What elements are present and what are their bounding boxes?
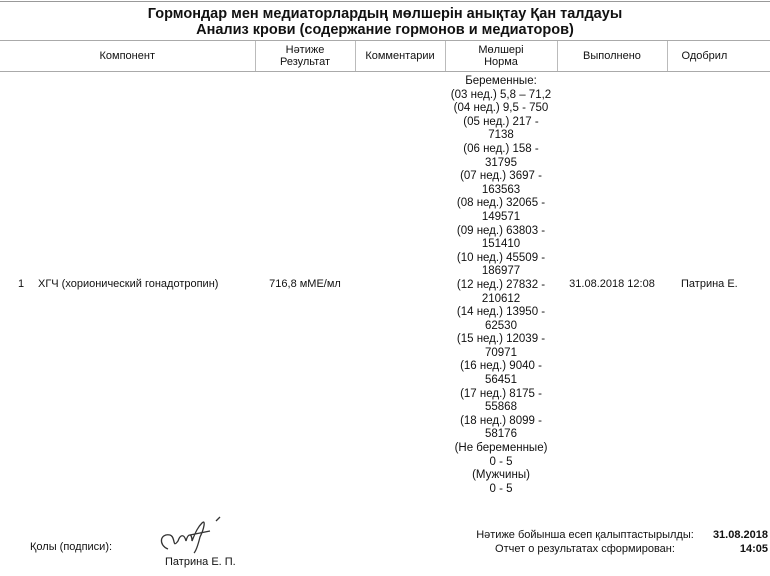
norm-line: (15 нед.) 12039 -	[456, 333, 546, 346]
table-row: 1 ХГЧ (хорионический гонадотропин) 716,8 …	[0, 72, 770, 497]
report-time: 14:05	[739, 543, 768, 555]
cell-comment	[355, 72, 445, 497]
norm-line: (03 нед.) 5,8 – 71,2	[450, 88, 552, 101]
header-result-ru: Результат	[279, 56, 331, 68]
page-title: Гормондар мен медиаторлардың мөлшерін ан…	[0, 6, 770, 38]
header-done: Выполнено	[556, 40, 667, 72]
norm-line: (08 нед.) 32065 -	[456, 197, 546, 210]
header-result-kz: Нәтиже	[285, 44, 325, 56]
norm-line: (18 нед.) 8099 -	[460, 414, 542, 427]
norm-line: (04 нед.) 9,5 - 750	[453, 102, 549, 115]
norm-line: (09 нед.) 63803 -	[456, 224, 546, 237]
table-top-border	[0, 1, 770, 2]
norm-line: 210612	[481, 292, 521, 305]
header-norm-ru: Норма	[484, 56, 518, 68]
signature-image	[160, 516, 221, 554]
norm-line: (16 нед.) 9040 -	[460, 360, 542, 373]
norm-line: Беременные:	[465, 75, 537, 87]
norm-line: (10 нед.) 45509 -	[456, 251, 546, 264]
title-ru: Анализ крови (содержание гормонов и меди…	[196, 22, 574, 38]
report-date: 31.08.2018	[712, 529, 768, 541]
norm-line: 7138	[488, 129, 514, 142]
cell-done: 31.08.2018 12:08	[569, 278, 655, 291]
norm-line: (17 нед.) 8175 -	[460, 387, 542, 400]
signature-label: Қолы (подписи):	[30, 541, 113, 553]
signature-name: Патрина Е. П.	[165, 556, 236, 568]
norm-line: 163563	[481, 183, 521, 196]
table-header: Компонент Нәтиже Результат Комментарии Мө…	[0, 40, 770, 72]
cell-component: 1 ХГЧ (хорионический гонадотропин)	[0, 72, 255, 497]
norm-line: (07 нед.) 3697 -	[460, 170, 542, 183]
header-component: Компонент	[0, 40, 255, 72]
results-table: Компонент Нәтиже Результат Комментарии Мө…	[0, 40, 770, 496]
norm-line: 0 - 5	[489, 455, 513, 468]
report-labels: Нәтиже бойынша есеп қалыптастырылды: Отч…	[460, 528, 710, 556]
norm-line: 58176	[485, 428, 517, 441]
header-comments: Комментарии	[354, 40, 445, 72]
norm-line: 62530	[485, 319, 517, 332]
norm-line: 186977	[481, 265, 521, 278]
cell-result: 716,8 мМЕ/мл	[269, 278, 341, 291]
cell-approved: Патрина Е.	[681, 278, 738, 291]
norm-line: 149571	[481, 210, 521, 223]
row-number: 1	[18, 278, 25, 291]
norm-line: (Мужчины)	[472, 469, 530, 482]
header-approved: Одобрил	[666, 40, 770, 72]
norm-line: (06 нед.) 158 -	[463, 142, 539, 155]
report-label-kz: Нәтиже бойынша есеп қалыптастырылды:	[476, 529, 694, 541]
norm-line: (14 нед.) 13950 -	[456, 306, 546, 319]
header-result: Нәтиже Результат	[254, 40, 355, 72]
norm-line: (Не беременные)	[454, 442, 548, 455]
norm-line: 31795	[485, 156, 517, 169]
component-name: ХГЧ (хорионический гонадотропин)	[38, 278, 219, 291]
norm-line: (05 нед.) 217 -	[463, 115, 539, 128]
norm-line: 56451	[485, 374, 517, 387]
norm-line: 70971	[485, 346, 517, 359]
norm-line: 0 - 5	[489, 482, 513, 495]
header-norm-kz: Мөлшері	[478, 44, 524, 56]
norm-line: 151410	[481, 238, 521, 251]
norm-line: (12 нед.) 27832 -	[456, 278, 546, 291]
title-kz: Гормондар мен медиаторлардың мөлшерін ан…	[147, 6, 623, 22]
report-label-ru: Отчет о результатах сформирован:	[495, 543, 675, 555]
cell-norm: Беременные: (03 нед.) 5,8 – 71,2 (04 нед.)…	[445, 72, 557, 497]
header-norm: Мөлшері Норма	[444, 40, 557, 72]
report-values: 31.08.2018 14:05	[708, 528, 768, 556]
norm-line: 55868	[485, 401, 517, 414]
